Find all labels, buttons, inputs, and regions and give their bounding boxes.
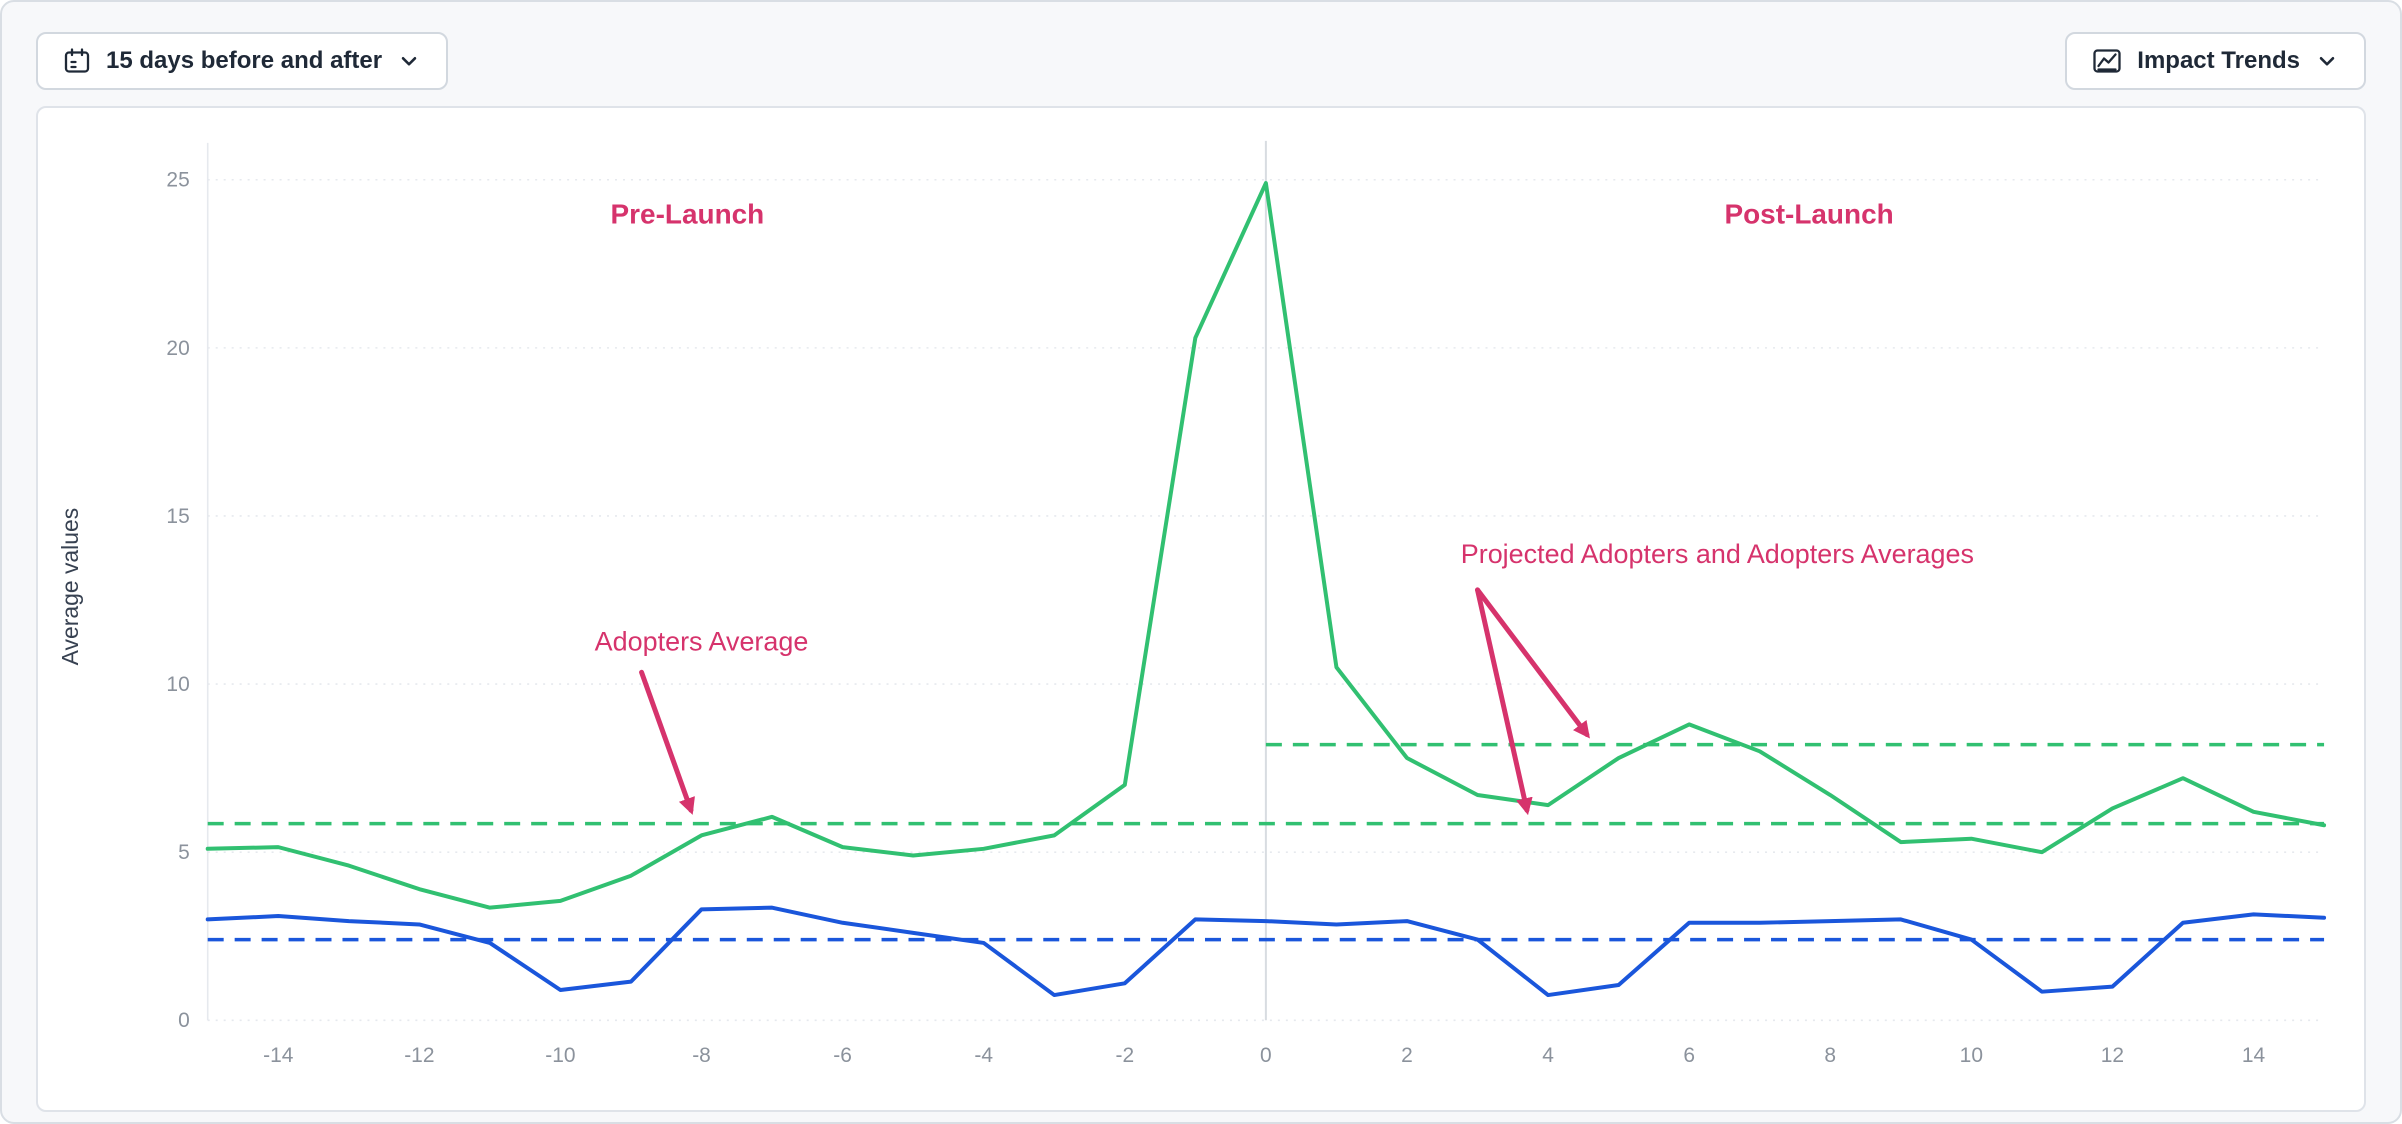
svg-text:0: 0	[178, 1009, 190, 1032]
svg-text:-2: -2	[1115, 1044, 1134, 1067]
svg-text:20: 20	[166, 337, 189, 360]
svg-text:12: 12	[2101, 1044, 2124, 1067]
svg-text:10: 10	[1960, 1044, 1983, 1067]
svg-text:-4: -4	[974, 1044, 993, 1067]
svg-text:10: 10	[166, 673, 189, 696]
svg-text:-10: -10	[545, 1044, 575, 1067]
svg-text:5: 5	[178, 841, 190, 864]
date-range-dropdown[interactable]: 15 days before and after	[36, 32, 449, 90]
svg-text:-6: -6	[833, 1044, 852, 1067]
svg-text:25: 25	[166, 169, 189, 192]
svg-text:-14: -14	[263, 1044, 294, 1067]
svg-text:Post-Launch: Post-Launch	[1724, 198, 1893, 229]
svg-text:4: 4	[1542, 1044, 1554, 1067]
svg-text:15: 15	[166, 505, 189, 528]
svg-text:8: 8	[1824, 1044, 1836, 1067]
calendar-icon	[62, 46, 92, 76]
svg-text:Average values: Average values	[57, 508, 83, 666]
svg-text:6: 6	[1683, 1044, 1695, 1067]
chevron-down-icon	[396, 48, 422, 74]
date-range-label: 15 days before and after	[106, 47, 383, 74]
impact-chart-svg: 0 5 10 15 20 25 -14 -12 -10 -8 -6 -4 -2 0 2 4 6 8 10 12 14 Av…	[57, 140, 2327, 1067]
svg-text:Pre-Launch: Pre-Launch	[611, 198, 765, 229]
impact-chart-card: 0 5 10 15 20 25 -14 -12 -10 -8 -6 -4 -2 0 2 4 6 8 10 12 14 Av…	[36, 106, 2366, 1112]
svg-text:Projected Adopters and Adopter: Projected Adopters and Adopters Averages	[1461, 539, 1974, 569]
svg-text:-12: -12	[404, 1044, 434, 1067]
toolbar: 15 days before and after Impact Trends	[36, 32, 2366, 90]
impact-trends-dropdown[interactable]: Impact Trends	[2065, 32, 2366, 90]
svg-text:-8: -8	[692, 1044, 711, 1067]
line-chart-icon	[2091, 45, 2123, 77]
impact-trends-label: Impact Trends	[2137, 47, 2300, 74]
svg-text:Adopters Average: Adopters Average	[595, 626, 809, 656]
chevron-down-icon	[2314, 48, 2340, 74]
svg-text:0: 0	[1260, 1044, 1272, 1067]
svg-text:2: 2	[1401, 1044, 1413, 1067]
svg-text:14: 14	[2242, 1044, 2266, 1067]
